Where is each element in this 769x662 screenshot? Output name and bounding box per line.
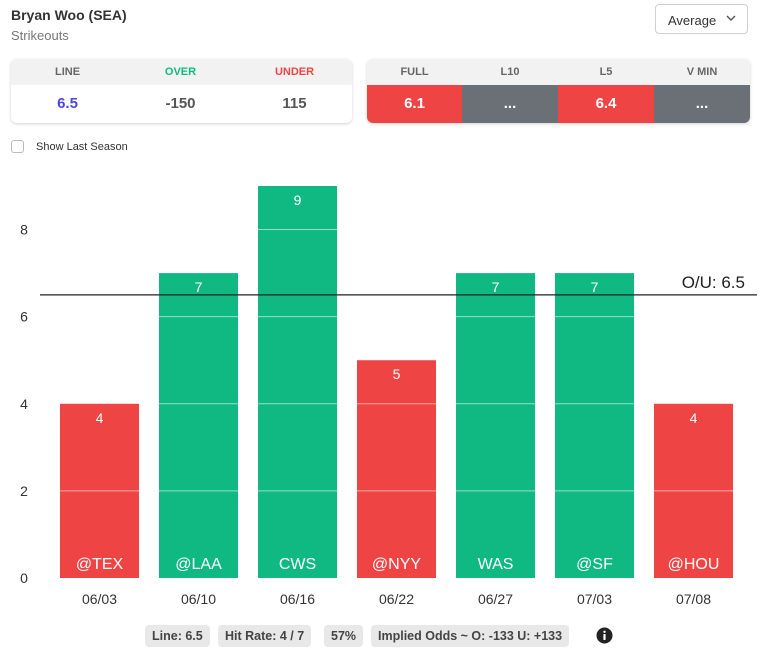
- bar-opponent-label: @TEX: [76, 556, 124, 573]
- vmin-value: ...: [654, 85, 750, 123]
- bar-opponent-label: WAS: [478, 556, 514, 573]
- y-tick-label: 2: [20, 483, 28, 499]
- show-last-season-checkbox[interactable]: [11, 140, 24, 153]
- full-value: 6.1: [367, 85, 462, 123]
- bar-value-label: 7: [195, 279, 203, 295]
- y-tick-label: 6: [20, 309, 28, 325]
- l10-value: ...: [462, 85, 558, 123]
- x-tick-label: 07/03: [577, 591, 612, 607]
- l5-value: 6.4: [558, 85, 654, 123]
- line-pill: Line: 6.5: [145, 625, 210, 647]
- hit-rate-pill: Hit Rate: 4 / 7: [218, 625, 312, 647]
- bar-value-label: 9: [294, 192, 302, 208]
- market-name: Strikeouts: [11, 28, 69, 43]
- stat-mode-select[interactable]: Average: [655, 4, 748, 34]
- bar-opponent-label: @LAA: [175, 556, 222, 573]
- over-header: OVER: [164, 66, 197, 78]
- bar-value-label: 7: [492, 279, 500, 295]
- under-odds: 115: [282, 95, 307, 112]
- line-value: 6.5: [57, 95, 78, 112]
- odds-card-header: [11, 59, 352, 85]
- x-tick-label: 06/22: [379, 591, 414, 607]
- x-tick-label: 06/10: [181, 591, 216, 607]
- y-tick-label: 8: [20, 222, 28, 238]
- l10-header: L10: [500, 66, 520, 78]
- bar-opponent-label: @SF: [576, 556, 613, 573]
- bar-value-label: 4: [690, 410, 698, 426]
- stats-card: FULL L10 L5 V MIN 6.1 ... 6.4 ...: [367, 59, 750, 123]
- bar: [357, 360, 436, 578]
- chevron-down-icon: [726, 15, 736, 21]
- stat-mode-value: Average: [668, 13, 717, 28]
- player-name: Bryan Woo (SEA): [11, 7, 127, 23]
- ou-line-label: O/U: 6.5: [682, 273, 745, 292]
- strikeouts-bar-chart: 0 2 4 6 8 4 @TEX 06/03 7 @LAA 06/10 9 CWS 06/16 5 @NYY 0…: [20, 186, 757, 607]
- show-last-season-label: Show Last Season: [36, 141, 128, 153]
- bar-opponent-label: @NYY: [372, 556, 421, 573]
- under-header: UNDER: [274, 66, 315, 78]
- bar-opponent-label: @HOU: [668, 556, 720, 573]
- bar: [258, 186, 337, 578]
- bar: [555, 273, 634, 578]
- full-header: FULL: [400, 66, 429, 78]
- bar: [159, 273, 238, 578]
- x-tick-label: 07/08: [676, 591, 711, 607]
- hit-pct-pill: 57%: [324, 625, 364, 647]
- implied-odds-pill: Implied Odds ~ O: -133 U: +133: [371, 625, 570, 647]
- over-odds: -150: [165, 95, 196, 112]
- x-tick-label: 06/16: [280, 591, 315, 607]
- odds-card: LINE OVER UNDER 6.5 -150 115: [11, 59, 352, 123]
- l5-header: L5: [599, 66, 613, 78]
- bar-value-label: 5: [393, 366, 401, 382]
- bar-opponent-label: CWS: [279, 556, 316, 573]
- line-header: LINE: [54, 66, 81, 78]
- info-icon[interactable]: [596, 627, 613, 644]
- bar-value-label: 4: [96, 410, 104, 426]
- x-tick-label: 06/27: [478, 591, 513, 607]
- x-tick-label: 06/03: [82, 591, 117, 607]
- bar: [456, 273, 535, 578]
- y-tick-label: 4: [20, 396, 28, 412]
- bar-value-label: 7: [591, 279, 599, 295]
- vmin-header: V MIN: [686, 66, 718, 78]
- y-tick-label: 0: [20, 570, 28, 586]
- stats-card-header: [367, 59, 750, 85]
